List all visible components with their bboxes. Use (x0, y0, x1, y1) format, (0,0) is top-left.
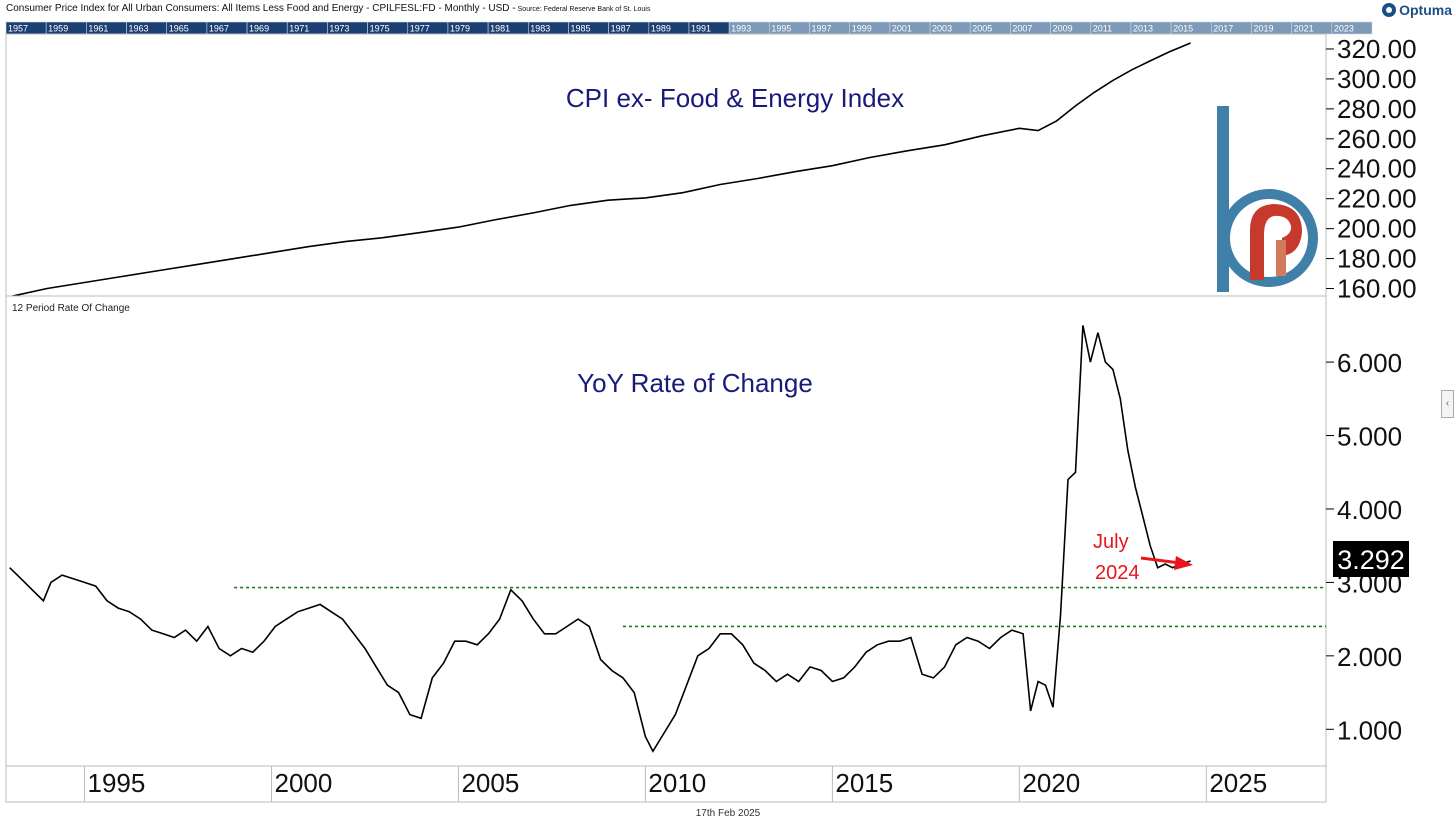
bottom-y-tick-label: 1.000 (1337, 715, 1402, 745)
timeline-year-label: 1993 (731, 24, 751, 34)
timeline-year-label: 2023 (1334, 24, 1354, 34)
timeline-year-label: 1967 (209, 24, 229, 34)
timeline-year-label: 1999 (852, 24, 872, 34)
bottom-y-tick-label: 6.000 (1337, 348, 1402, 378)
header-title: Consumer Price Index for All Urban Consu… (6, 3, 650, 14)
guide-lines (234, 586, 1326, 628)
timeline-year-label: 1977 (410, 24, 430, 34)
bottom-y-tick-label: 5.000 (1337, 422, 1402, 452)
timeline-year-label: 1979 (450, 24, 470, 34)
bottom-y-tick-label: 4.000 (1337, 495, 1402, 525)
timeline-year-label: 2005 (972, 24, 992, 34)
bottom-panel: 12 Period Rate Of Change YoY Rate of Cha… (5, 295, 1409, 767)
top-y-tick-label: 260.00 (1337, 124, 1417, 154)
timeline-strip[interactable]: 1957 1959 1961 1963 1965 1967 1969 1971 1973 1975… (5, 21, 1373, 35)
annotation-month: July (1093, 531, 1129, 553)
footer-date: 17th Feb 2025 (695, 808, 761, 819)
timeline-year-label: 2019 (1253, 24, 1273, 34)
timeline-year-label: 1973 (329, 24, 349, 34)
timeline-cell[interactable] (1331, 21, 1373, 35)
yoy-rate-line (9, 325, 1191, 753)
timeline-year-label: 2015 (1173, 24, 1193, 34)
timeline-year-label: 1997 (812, 24, 832, 34)
timeline-year-label: 1987 (611, 24, 631, 34)
timeline-year-label: 1961 (88, 24, 108, 34)
annotation-arrow-head (1174, 556, 1193, 570)
bottom-panel-subtitle: 12 Period Rate Of Change (12, 303, 130, 314)
timeline-year-label: 1963 (129, 24, 149, 34)
x-axis: 1995 2000 2005 2010 2015 2020 2025 (5, 765, 1327, 803)
timeline-year-label: 1969 (249, 24, 269, 34)
timeline-year-label: 1957 (8, 24, 28, 34)
timeline-year-label: 2009 (1053, 24, 1073, 34)
top-y-tick-label: 300.00 (1337, 64, 1417, 94)
annotation-arrow-shaft (1140, 556, 1181, 565)
timeline-year-label: 2007 (1012, 24, 1032, 34)
timeline-year-label: 1975 (370, 24, 390, 34)
top-panel-title: CPI ex- Food & Energy Index (566, 83, 904, 113)
x-tick-label: 2000 (274, 768, 332, 798)
timeline-year-label: 2013 (1133, 24, 1153, 34)
timeline-year-label: 2001 (892, 24, 912, 34)
timeline-year-label: 1981 (490, 24, 510, 34)
timeline-year-label: 1985 (570, 24, 590, 34)
timeline-year-label: 2021 (1294, 24, 1314, 34)
data-source: Source: Federal Reserve Bank of St. Loui… (517, 6, 651, 13)
top-y-tick-label: 280.00 (1337, 94, 1417, 124)
top-y-tick-label: 240.00 (1337, 154, 1417, 184)
last-value-text: 3.292 (1337, 545, 1405, 575)
x-tick-label: 2015 (835, 768, 893, 798)
timeline-year-label: 1959 (48, 24, 68, 34)
timeline-year-label: 1991 (691, 24, 711, 34)
timeline-year-label: 1971 (289, 24, 309, 34)
timeline-year-label: 1983 (530, 24, 550, 34)
timeline-year-label: 1965 (169, 24, 189, 34)
top-y-tick-label: 200.00 (1337, 214, 1417, 244)
top-y-tick-label: 220.00 (1337, 184, 1417, 214)
x-tick-label: 2020 (1022, 768, 1080, 798)
top-y-tick-label: 160.00 (1337, 274, 1417, 304)
timeline-year-label: 1989 (651, 24, 671, 34)
panel-collapse-handle[interactable]: ‹ (1441, 390, 1454, 418)
bottom-y-tick-label: 2.000 (1337, 642, 1402, 672)
annotation-year: 2024 (1095, 562, 1140, 584)
top-panel: CPI ex- Food & Energy Index 320.00300.00… (5, 33, 1417, 304)
july-2024-annotation: July 2024 (1093, 531, 1193, 584)
top-y-tick-label: 320.00 (1337, 34, 1417, 64)
cpi-index-line (9, 42, 1191, 298)
optuma-logo-icon (1382, 3, 1397, 17)
brand-name: Optuma (1399, 2, 1452, 18)
bottom-panel-title: YoY Rate of Change (577, 368, 813, 398)
timeline-year-label: 2011 (1093, 24, 1112, 34)
logo-mark (1217, 106, 1318, 292)
top-y-axis: 320.00300.00280.00260.00240.00220.00200.… (1326, 34, 1417, 304)
optuma-logo: Optuma (1382, 2, 1452, 18)
chart-series-title: Consumer Price Index for All Urban Consu… (6, 3, 516, 14)
x-tick-label: 2010 (648, 768, 706, 798)
timeline-year-label: 1995 (771, 24, 791, 34)
timeline-year-label: 2017 (1213, 24, 1233, 34)
x-tick-label: 1995 (88, 768, 146, 798)
x-tick-label: 2005 (461, 768, 519, 798)
last-value-badge: 3.292 (1333, 541, 1409, 577)
top-y-tick-label: 180.00 (1337, 244, 1417, 274)
timeline-year-label: 2003 (932, 24, 952, 34)
x-tick-label: 2025 (1209, 768, 1267, 798)
